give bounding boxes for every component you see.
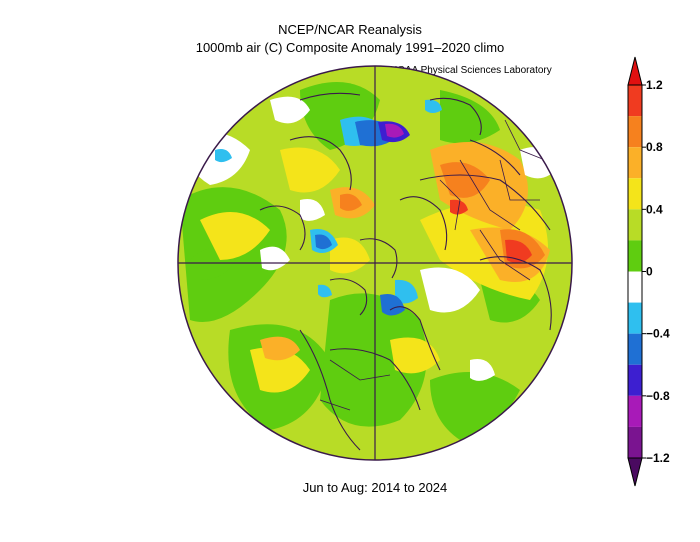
colorbar: 1.2 0.8 0.4 0 −0.4 −0.8 −1.2: [627, 56, 670, 487]
time-period-label: Jun to Aug: 2014 to 2024: [302, 480, 448, 495]
colorbar-bin: [628, 147, 642, 179]
colorbar-bin: [628, 302, 642, 334]
colorbar-tick-label: 0.8: [646, 140, 663, 154]
colorbar-bin: [628, 85, 642, 117]
colorbar-bin: [628, 116, 642, 148]
colorbar-tick-label: −1.2: [646, 451, 670, 465]
coastlines: [259, 92, 552, 451]
map-outline: [177, 65, 573, 461]
colorbar-tick-label: −0.8: [646, 389, 670, 403]
colorbar-over-cap: [627, 56, 643, 86]
anomaly-band-neg1.0-neg0.8: [385, 123, 404, 138]
colorbar-bin: [628, 426, 642, 458]
colorbar-tick-label: −0.4: [646, 327, 670, 341]
colorbar-bin: [628, 364, 642, 396]
colorbar-tick-label: 0: [646, 265, 653, 279]
country-borders: [319, 119, 546, 411]
colorbar-bin: [628, 271, 642, 303]
colorbar-bin: [628, 333, 642, 365]
colorbar-tick-label: 0.4: [646, 202, 663, 216]
attribution-text: NOAA Physical Sciences Laboratory: [390, 65, 552, 76]
colorbar-bin: [628, 395, 642, 427]
colorbar-tick-label: 1.2: [646, 78, 663, 92]
colorbar-bin: [628, 178, 642, 210]
colorbar-bin: [628, 209, 642, 241]
map-subtitle: 1000mb air (C) Composite Anomaly 1991–20…: [195, 40, 505, 55]
colorbar-bin: [628, 240, 642, 272]
map-title: NCEP/NCAR Reanalysis: [278, 22, 422, 37]
polar-map: [178, 66, 572, 460]
